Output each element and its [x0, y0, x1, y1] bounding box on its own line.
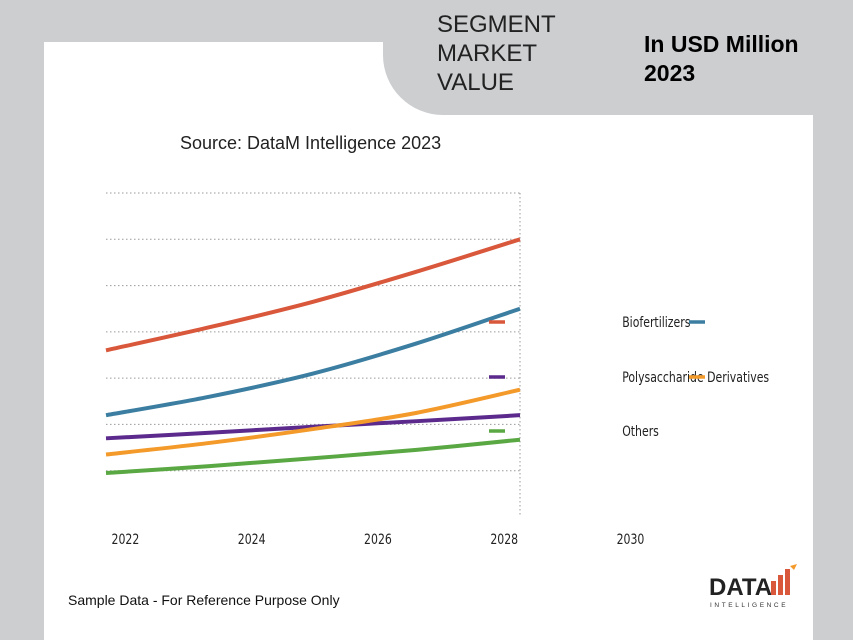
series-line-gypsum — [105, 387, 521, 457]
x-tick-label: 2030 — [617, 531, 645, 548]
logo-wordmark: DATA — [709, 574, 772, 601]
series-line-humic-acid — [105, 306, 521, 418]
logo-tagline: INTELLIGENCE — [710, 602, 788, 609]
x-tick-label: 2022 — [112, 531, 140, 548]
series-line-others — [105, 437, 521, 476]
unit-label-line1: In USD Million — [644, 31, 799, 57]
unit-label: In USD Million 2023 — [644, 30, 844, 88]
x-tick-label: 2024 — [238, 531, 266, 548]
legend-label: Others — [622, 423, 659, 440]
footer-note: Sample Data - For Reference Purpose Only — [68, 592, 340, 608]
logo-bar-2 — [778, 575, 783, 595]
datam-intelligence-logo: DATA INTELLIGENCE — [709, 564, 797, 609]
segment-market-value-title: SEGMENT MARKET VALUE — [437, 11, 556, 96]
legend-label: Biofertilizers — [622, 314, 690, 331]
legend: BiofertilizersHumic AcidPolysaccharide D… — [489, 314, 769, 440]
logo-arrow-icon — [790, 564, 797, 570]
x-tick-label: 2026 — [364, 531, 392, 548]
logo-bar-1 — [771, 581, 776, 595]
gridlines — [106, 192, 521, 517]
series-line-biofertilizers — [105, 237, 521, 353]
header-tab — [383, 0, 853, 115]
unit-label-year: 2023 — [644, 60, 696, 86]
chart-source: Source: DataM Intelligence 2023 — [180, 133, 442, 153]
series-line-polysaccharide-derivatives — [105, 413, 521, 441]
x-tick-label: 2028 — [490, 531, 518, 548]
logo-bar-3 — [785, 569, 790, 595]
x-axis-ticks: 2022 2024 2026 2028 2030 — [112, 531, 645, 548]
series-lines — [105, 237, 521, 476]
